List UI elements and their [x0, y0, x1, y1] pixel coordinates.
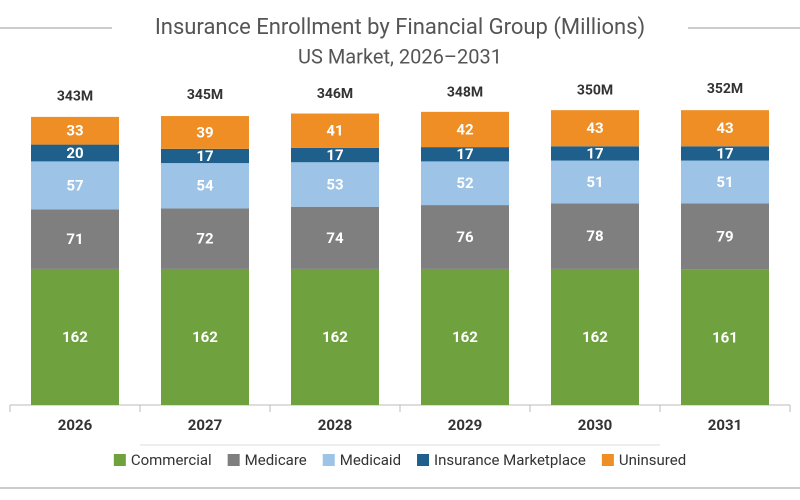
data-label: 20	[66, 144, 83, 162]
bar-segment	[161, 163, 249, 209]
data-label: 162	[322, 328, 348, 346]
legend-swatch	[113, 454, 126, 466]
bar-segment	[31, 116, 119, 145]
legend-label: Commercial	[131, 451, 212, 469]
legend-swatch	[601, 454, 614, 466]
x-tick-label: 2030	[578, 416, 612, 434]
bar-segment	[421, 111, 509, 148]
chart-subtitle: US Market, 2026–2031	[298, 44, 502, 68]
data-label: 17	[326, 146, 343, 164]
legend-label: Insurance Marketplace	[434, 451, 586, 469]
x-tick-label: 2028	[318, 416, 352, 434]
chart-title: Insurance Enrollment by Financial Group …	[155, 15, 645, 40]
legend-swatch	[227, 454, 240, 466]
bar-segment	[31, 144, 119, 162]
data-label: 17	[196, 147, 213, 165]
bar-segment	[31, 161, 119, 210]
bar-segment	[161, 208, 249, 269]
data-label: 76	[456, 228, 474, 246]
data-label: 57	[66, 176, 83, 194]
total-label: 352M	[707, 81, 743, 97]
bar-segment	[681, 110, 769, 147]
data-label: 17	[716, 144, 733, 162]
bar-segment	[31, 209, 119, 269]
legend-label: Uninsured	[619, 451, 686, 469]
bar-segment	[421, 161, 509, 206]
total-label: 343M	[57, 89, 93, 105]
data-label: 52	[456, 174, 474, 192]
data-label: 42	[456, 120, 474, 138]
data-label: 74	[326, 229, 344, 247]
data-label: 162	[582, 328, 608, 346]
data-label: 54	[196, 177, 214, 195]
bar-segment	[31, 268, 119, 405]
x-tick-label: 2031	[708, 416, 742, 434]
x-tick-label: 2029	[448, 416, 482, 434]
bar-segment	[291, 147, 379, 163]
total-label: 348M	[447, 84, 483, 100]
bar-segment	[551, 203, 639, 269]
bar-segment	[291, 162, 379, 207]
data-label: 17	[456, 145, 473, 163]
data-label: 79	[716, 228, 733, 246]
bar-segment	[551, 160, 639, 204]
data-label: 53	[326, 175, 343, 193]
bar-segment	[681, 269, 769, 405]
bar-segment	[161, 268, 249, 405]
data-label: 51	[586, 173, 603, 191]
bar-segment	[681, 146, 769, 161]
bar-segment	[161, 148, 249, 164]
data-label: 78	[586, 227, 603, 245]
data-label: 162	[192, 328, 218, 346]
data-label: 161	[712, 328, 738, 346]
bar-segment	[291, 113, 379, 148]
bar-segment	[551, 110, 639, 147]
bar-segment	[291, 206, 379, 269]
data-label: 162	[452, 328, 478, 346]
bar-segment	[681, 160, 769, 204]
data-label: 43	[716, 119, 733, 137]
legend-label: Medicare	[245, 451, 307, 469]
bar-segment	[421, 205, 509, 269]
bar-segment	[291, 268, 379, 405]
data-label: 17	[586, 144, 603, 162]
x-tick-label: 2027	[188, 416, 222, 434]
data-label: 41	[326, 122, 343, 140]
bar-segment	[161, 116, 249, 149]
data-label: 33	[66, 122, 83, 140]
legend-swatch	[417, 454, 430, 466]
x-tick-label: 2026	[58, 416, 93, 434]
bar-segment	[421, 268, 509, 405]
bar-segment	[681, 203, 769, 270]
bar-segment	[551, 146, 639, 161]
legend-label: Medicaid	[340, 451, 401, 469]
legend: Commercial Medicare Medicaid Insurance Mark…	[113, 451, 686, 469]
bar-segment	[551, 268, 639, 405]
data-label: 72	[196, 230, 214, 248]
data-label: 71	[66, 230, 83, 248]
bar-segment	[421, 147, 509, 162]
total-label: 346M	[317, 86, 353, 102]
total-label: 345M	[187, 87, 223, 103]
legend-swatch	[322, 454, 335, 466]
data-label: 43	[586, 119, 603, 137]
total-label: 350M	[577, 83, 613, 99]
data-label: 39	[196, 123, 213, 141]
data-label: 162	[62, 328, 88, 346]
data-label: 51	[716, 173, 733, 191]
